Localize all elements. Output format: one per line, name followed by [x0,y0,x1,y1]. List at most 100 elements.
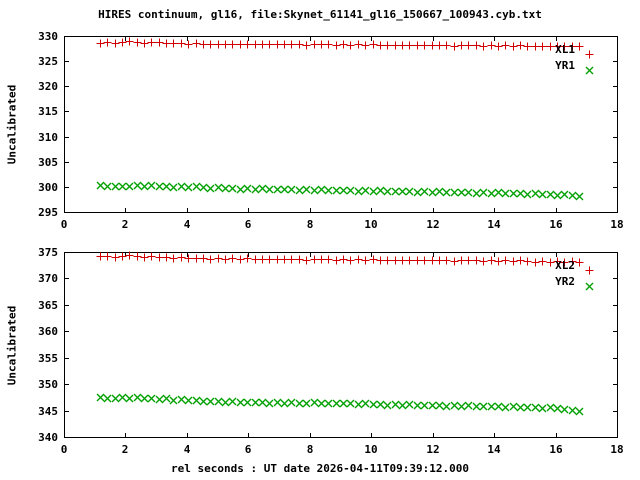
x-axis-label: rel seconds : UT date 2026-04-11T09:39:1… [170,462,469,475]
x-tick-mark [187,208,188,213]
x-tick-mark [187,433,188,438]
x-tick-mark [556,208,557,213]
x-tick-label: 10 [364,443,378,456]
x-tick-mark [310,36,311,41]
y-tick-label: 325 [38,55,58,68]
x-tick-label: 2 [121,443,129,456]
x-tick-mark [494,208,495,213]
x-tick-label: 4 [183,218,191,231]
x-tick-label: 16 [549,443,563,456]
x-tick-mark [310,433,311,438]
x-tick-mark [248,252,249,257]
x-tick-label: 8 [306,443,314,456]
y-tick-mark [613,278,618,279]
x-tick-label: 16 [549,218,563,231]
y-tick-mark [64,278,69,279]
x-tick-label: 2 [121,218,129,231]
y-tick-label: 340 [38,431,58,444]
x-tick-mark [556,433,557,438]
y-tick-mark [64,358,69,359]
legend-label-yr1: YR1 [555,59,575,72]
y-tick-label: 305 [38,156,58,169]
y-tick-mark [64,384,69,385]
legend-marker-xl2 [585,260,594,274]
legend-marker-xl1 [585,44,594,58]
x-tick-mark [125,208,126,213]
legend-label-xl1: XL1 [555,43,575,56]
x-tick-mark [433,208,434,213]
y-tick-mark [64,331,69,332]
x-tick-mark [248,36,249,41]
x-tick-mark [371,208,372,213]
y-tick-mark [613,358,618,359]
plot-frame-bottom [64,252,618,438]
y-tick-label: 310 [38,131,58,144]
x-tick-label: 18 [610,218,624,231]
y-tick-label: 370 [38,272,58,285]
legend-label-xl2: XL2 [555,259,575,272]
x-tick-mark [187,252,188,257]
x-tick-mark [125,252,126,257]
x-tick-label: 6 [244,218,252,231]
y-tick-label: 360 [38,325,58,338]
x-tick-label: 12 [426,218,440,231]
x-tick-mark [310,252,311,257]
y-tick-label: 345 [38,405,58,418]
y-tick-mark [64,86,69,87]
y-tick-mark [64,187,69,188]
y-tick-mark [613,384,618,385]
y-tick-label: 320 [38,80,58,93]
x-tick-mark [433,36,434,41]
y-tick-mark [613,61,618,62]
y-tick-mark [64,162,69,163]
x-tick-mark [433,252,434,257]
x-tick-label: 4 [183,443,191,456]
x-tick-mark [371,36,372,41]
legend-marker-yr2 [585,276,594,290]
x-tick-mark [248,208,249,213]
x-tick-mark [125,433,126,438]
y-tick-label: 375 [38,246,58,259]
y-tick-label: 300 [38,181,58,194]
x-tick-mark [310,208,311,213]
y-tick-mark [64,411,69,412]
x-tick-label: 0 [60,218,68,231]
x-tick-mark [556,36,557,41]
x-tick-label: 8 [306,218,314,231]
x-tick-mark [556,252,557,257]
y-tick-mark [613,162,618,163]
y-tick-label: 350 [38,378,58,391]
x-tick-label: 14 [487,218,501,231]
y-tick-label: 365 [38,299,58,312]
legend-label-yr2: YR2 [555,275,575,288]
y-tick-mark [613,187,618,188]
y-tick-mark [613,86,618,87]
y-tick-mark [613,305,618,306]
y-tick-mark [64,111,69,112]
x-tick-label: 0 [60,443,68,456]
y-tick-mark [64,61,69,62]
x-tick-label: 6 [244,443,252,456]
x-tick-mark [494,433,495,438]
y-tick-mark [613,111,618,112]
x-tick-label: 10 [364,218,378,231]
legend-marker-yr1 [585,60,594,74]
x-tick-mark [494,252,495,257]
x-tick-mark [433,433,434,438]
x-tick-label: 14 [487,443,501,456]
y-tick-mark [613,331,618,332]
y-tick-label: 355 [38,352,58,365]
plot-frame-top [64,36,618,213]
x-tick-label: 18 [610,443,624,456]
x-tick-mark [371,252,372,257]
y-tick-mark [613,411,618,412]
x-tick-mark [187,36,188,41]
y-tick-label: 315 [38,105,58,118]
x-tick-label: 12 [426,443,440,456]
y-tick-mark [613,137,618,138]
y-tick-label: 295 [38,206,58,219]
y-tick-mark [64,137,69,138]
y-tick-mark [64,305,69,306]
x-tick-mark [248,433,249,438]
